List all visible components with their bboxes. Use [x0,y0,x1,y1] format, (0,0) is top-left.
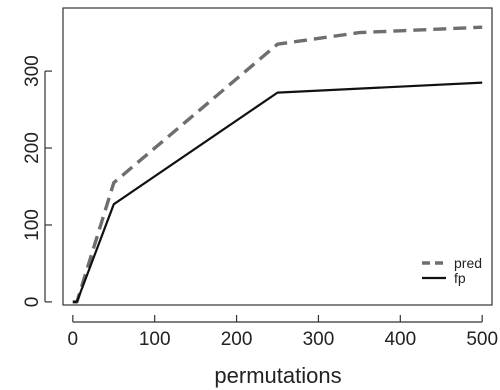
series-layer [72,25,483,304]
series-line-pred [72,25,483,304]
y-tick-label: 200 [22,132,43,164]
plot-frame [62,7,493,306]
legend-label-pred: pred [454,255,482,271]
series-line-fp [72,81,483,303]
x-axis: 0 100 200 300 400 500 [68,315,498,350]
x-tick-label: 200 [221,329,253,350]
y-tick-label: 300 [22,55,43,87]
x-tick-label: 400 [384,329,416,350]
x-tick-label: 500 [466,329,498,350]
y-axis: 0 100 200 300 [22,55,52,307]
x-tick-label: 300 [303,329,335,350]
y-tick-label: 0 [22,297,43,308]
x-tick-label: 0 [68,329,79,350]
y-tick-label: 100 [22,209,43,241]
x-tick-label: 100 [139,329,171,350]
legend-label-fp: fp [454,270,466,286]
x-axis-title: permutations [214,363,341,388]
